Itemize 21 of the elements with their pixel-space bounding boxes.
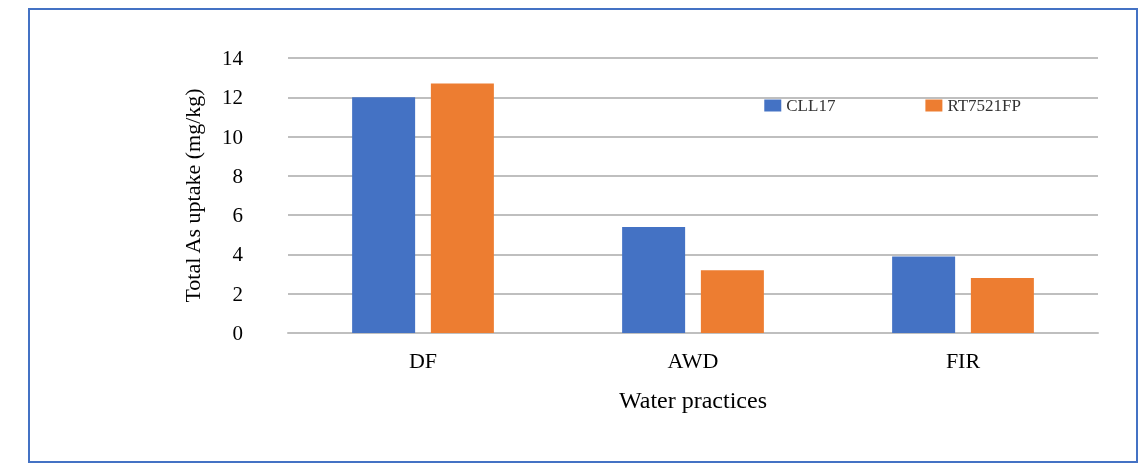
y-axis-title: Total As uptake (mg/kg) — [179, 88, 205, 303]
y-tick-label: 0 — [232, 321, 243, 345]
x-tick-label: AWD — [667, 347, 719, 373]
legend-label: CLL17 — [786, 96, 836, 115]
bar — [352, 97, 416, 333]
y-tick-label: 8 — [232, 163, 243, 188]
y-tick-label: 4 — [232, 242, 244, 267]
x-axis-title: Water practices — [619, 387, 767, 413]
legend-label: RT7521FP — [947, 96, 1022, 115]
bar — [892, 256, 956, 333]
y-tick-label: 10 — [222, 124, 243, 149]
x-tick-label: FIR — [945, 347, 981, 373]
y-tick-label: 14 — [222, 46, 244, 70]
bar — [622, 226, 686, 333]
y-tick-label: 2 — [232, 281, 243, 306]
bar — [970, 278, 1034, 333]
bar — [430, 83, 494, 333]
y-tick-label: 6 — [232, 203, 243, 228]
x-tick-label: DF — [408, 347, 438, 373]
bar — [700, 270, 764, 333]
y-tick-label: 12 — [222, 85, 243, 110]
